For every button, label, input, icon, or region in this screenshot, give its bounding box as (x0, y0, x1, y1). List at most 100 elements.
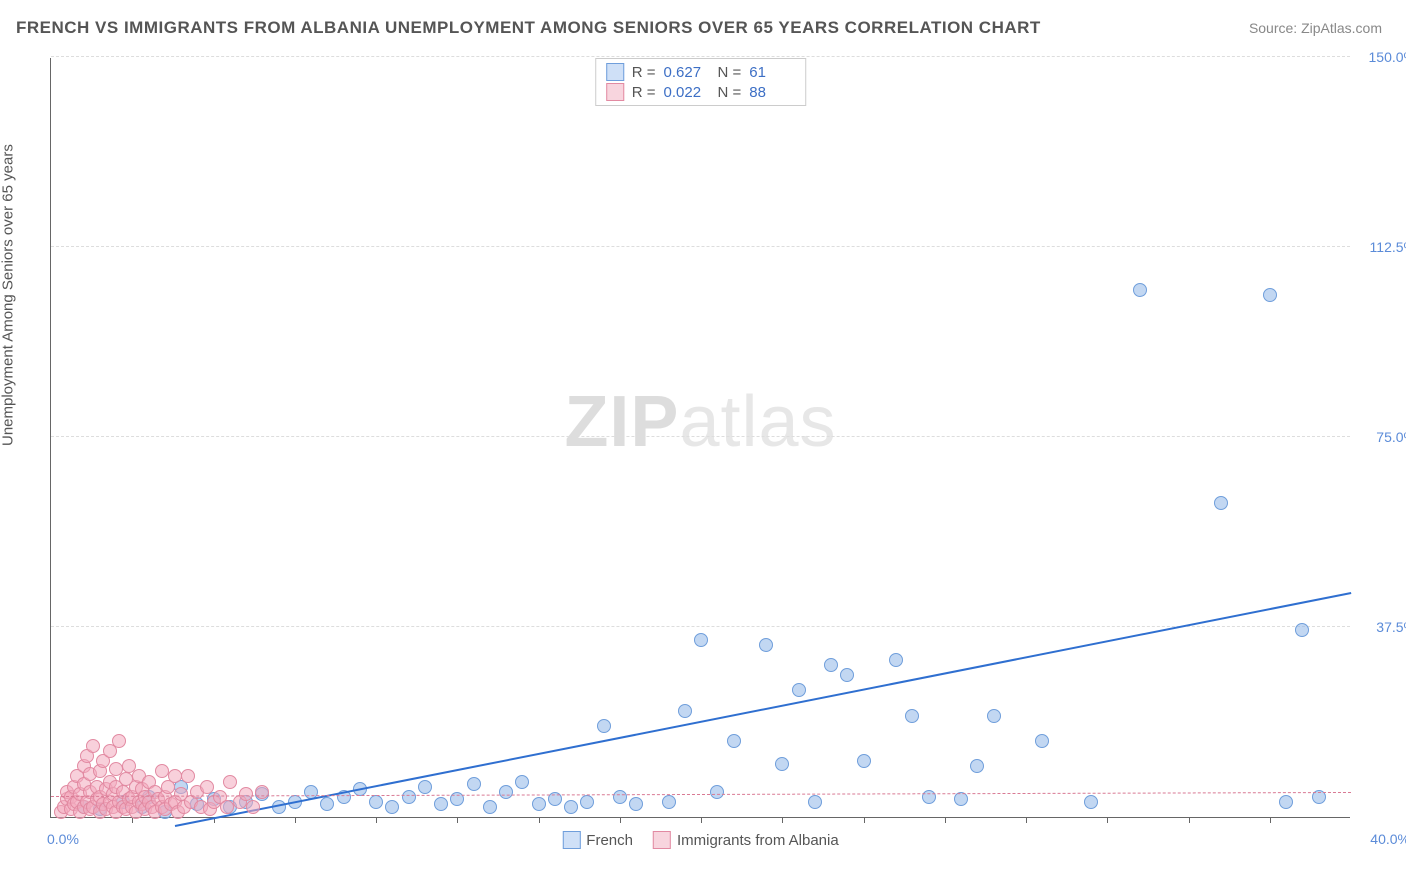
x-axis-min-label: 0.0% (47, 831, 79, 847)
gridline (51, 246, 1350, 247)
data-point (905, 709, 919, 723)
legend-r-value: 0.627 (664, 64, 710, 81)
x-tick (1270, 817, 1271, 823)
data-point (220, 800, 234, 814)
legend-row: R = 0.022 N = 88 (606, 83, 796, 101)
data-point (369, 795, 383, 809)
correlation-legend: R = 0.627 N = 61 R = 0.022 N = 88 (595, 58, 807, 106)
source-prefix: Source: (1249, 20, 1301, 36)
legend-item: Immigrants from Albania (653, 831, 839, 849)
gridline (51, 56, 1350, 57)
data-point (181, 769, 195, 783)
legend-n-label: N = (718, 64, 742, 81)
watermark-bold: ZIP (564, 382, 679, 462)
legend-n-value: 61 (749, 64, 795, 81)
data-point (775, 757, 789, 771)
source-attribution: Source: ZipAtlas.com (1249, 20, 1382, 36)
data-point (532, 797, 546, 811)
x-tick (457, 817, 458, 823)
x-tick (295, 817, 296, 823)
data-point (255, 785, 269, 799)
legend-n-value: 88 (749, 84, 795, 101)
data-point (1295, 623, 1309, 637)
data-point (1263, 288, 1277, 302)
y-tick-label: 37.5% (1358, 619, 1406, 635)
x-tick (1189, 817, 1190, 823)
data-point (710, 785, 724, 799)
data-point (824, 658, 838, 672)
legend-swatch (653, 831, 671, 849)
watermark: ZIPatlas (564, 381, 836, 463)
legend-swatch (606, 83, 624, 101)
data-point (889, 653, 903, 667)
data-point (200, 780, 214, 794)
data-point (246, 800, 260, 814)
legend-r-label: R = (632, 64, 656, 81)
data-point (1133, 283, 1147, 297)
legend-n-label: N = (718, 84, 742, 101)
x-tick (620, 817, 621, 823)
gridline (51, 626, 1350, 627)
data-point (840, 668, 854, 682)
data-point (954, 792, 968, 806)
data-point (434, 797, 448, 811)
data-point (678, 704, 692, 718)
source-name: ZipAtlas.com (1301, 20, 1382, 36)
data-point (483, 800, 497, 814)
data-point (1279, 795, 1293, 809)
data-point (613, 790, 627, 804)
data-point (987, 709, 1001, 723)
x-tick (945, 817, 946, 823)
data-point (970, 759, 984, 773)
x-tick (1026, 817, 1027, 823)
data-point (597, 719, 611, 733)
data-point (168, 769, 182, 783)
data-point (1214, 496, 1228, 510)
legend-label: Immigrants from Albania (677, 832, 839, 849)
data-point (629, 797, 643, 811)
data-point (385, 800, 399, 814)
x-tick (701, 817, 702, 823)
legend-swatch (606, 63, 624, 81)
data-point (857, 754, 871, 768)
legend-swatch (562, 831, 580, 849)
x-tick (864, 817, 865, 823)
x-tick (782, 817, 783, 823)
data-point (86, 739, 100, 753)
data-point (580, 795, 594, 809)
y-tick-label: 75.0% (1358, 429, 1406, 445)
x-tick (376, 817, 377, 823)
data-point (112, 734, 126, 748)
y-axis-label: Unemployment Among Seniors over 65 years (0, 144, 17, 446)
y-tick-label: 150.0% (1358, 49, 1406, 65)
data-point (922, 790, 936, 804)
legend-label: French (586, 832, 633, 849)
data-point (499, 785, 513, 799)
legend-row: R = 0.627 N = 61 (606, 63, 796, 81)
series-legend: French Immigrants from Albania (562, 831, 838, 849)
legend-item: French (562, 831, 633, 849)
data-point (515, 775, 529, 789)
data-point (467, 777, 481, 791)
data-point (402, 790, 416, 804)
data-point (808, 795, 822, 809)
data-point (1084, 795, 1098, 809)
data-point (155, 764, 169, 778)
data-point (320, 797, 334, 811)
data-point (759, 638, 773, 652)
legend-r-value: 0.022 (664, 84, 710, 101)
data-point (223, 775, 237, 789)
gridline (51, 436, 1350, 437)
x-tick (539, 817, 540, 823)
y-tick-label: 112.5% (1358, 239, 1406, 255)
data-point (662, 795, 676, 809)
scatter-plot-area: ZIPatlas R =0.627N =61R =0.022N =88 0.0%… (50, 58, 1350, 818)
legend-r-label: R = (632, 84, 656, 101)
data-point (694, 633, 708, 647)
data-point (792, 683, 806, 697)
x-axis-max-label: 40.0% (1370, 831, 1406, 847)
data-point (418, 780, 432, 794)
data-point (727, 734, 741, 748)
data-point (1035, 734, 1049, 748)
chart-title: FRENCH VS IMMIGRANTS FROM ALBANIA UNEMPL… (16, 18, 1041, 38)
